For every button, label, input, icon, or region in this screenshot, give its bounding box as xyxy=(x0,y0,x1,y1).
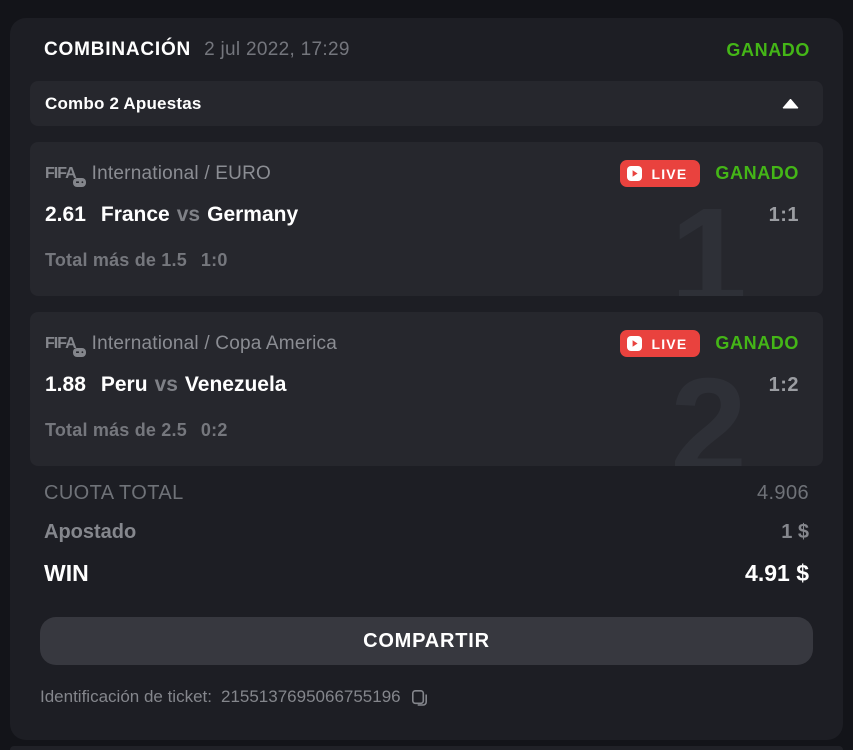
fifa-esports-icon: FIFA xyxy=(45,334,86,357)
win-value: 4.91 $ xyxy=(745,560,809,586)
match-row: 1.88 Peru vs Venezuela 1:2 xyxy=(45,373,799,397)
win-label: WIN xyxy=(44,560,89,586)
league-label: International / EURO xyxy=(91,162,271,184)
combination-ticket-panel: COMBINACIÓN 2 jul 2022, 17:29 GANADO Com… xyxy=(10,18,843,740)
match-score: 1:2 xyxy=(768,373,799,396)
live-badge: LIVE xyxy=(620,160,701,187)
chevron-up-icon[interactable] xyxy=(782,98,799,109)
stake-row: Apostado 1 $ xyxy=(44,521,809,544)
win-row: WIN 4.91 $ xyxy=(44,560,809,587)
total-odds-label: CUOTA TOTAL xyxy=(44,482,184,504)
total-odds-value: 4.906 xyxy=(756,482,809,504)
combo-toggle-bar[interactable]: Combo 2 Apuestas xyxy=(30,81,823,126)
vs-separator: vs xyxy=(176,203,201,226)
away-team: Venezuela xyxy=(184,373,287,396)
copy-icon[interactable] xyxy=(410,688,429,707)
next-ticket-peek xyxy=(10,746,843,750)
ticket-status-badge: GANADO xyxy=(726,39,810,60)
bet-status-badge: GANADO xyxy=(715,333,799,353)
league-row: FIFA International / Copa America LIVE xyxy=(45,329,799,358)
odds-value: 1.88 xyxy=(45,373,86,396)
odds-value: 2.61 xyxy=(45,203,86,226)
live-label: LIVE xyxy=(651,165,688,182)
stake-label: Apostado xyxy=(44,521,137,543)
market-row: Total más de 2.5 0:2 xyxy=(45,420,799,441)
gamepad-icon xyxy=(72,177,86,187)
vs-separator: vs xyxy=(154,373,178,396)
play-icon xyxy=(627,336,643,351)
stake-value: 1 $ xyxy=(781,521,809,543)
market-label: Total más de 1.5 xyxy=(45,250,187,270)
match-score: 1:1 xyxy=(768,203,799,226)
ticket-id-label: Identificación de ticket: xyxy=(40,687,212,706)
bet-index-watermark: 1 xyxy=(670,180,747,296)
ticket-datetime: 2 jul 2022, 17:29 xyxy=(204,39,350,60)
ticket-id-value: 2155137695066755196 xyxy=(220,687,401,706)
live-badge: LIVE xyxy=(620,330,701,357)
market-score: 1:0 xyxy=(200,250,228,270)
market-label: Total más de 2.5 xyxy=(45,420,187,440)
league-label: International / Copa America xyxy=(91,332,338,354)
away-team: Germany xyxy=(207,203,299,226)
combo-label: Combo 2 Apuestas xyxy=(45,93,202,113)
ticket-header: COMBINACIÓN 2 jul 2022, 17:29 GANADO xyxy=(44,37,810,63)
home-team: France xyxy=(100,203,170,226)
fifa-logo-text: FIFA xyxy=(45,164,77,182)
total-odds-row: CUOTA TOTAL 4.906 xyxy=(44,482,809,505)
match-row: 2.61 France vs Germany 1:1 xyxy=(45,203,799,227)
market-row: Total más de 1.5 1:0 xyxy=(45,250,799,271)
ticket-type-title: COMBINACIÓN xyxy=(44,39,192,60)
play-icon xyxy=(627,166,643,181)
fifa-esports-icon: FIFA xyxy=(45,164,86,187)
share-button[interactable]: COMPARTIR xyxy=(40,617,813,665)
bet-status-badge: GANADO xyxy=(715,163,799,183)
home-team: Peru xyxy=(100,373,148,396)
live-label: LIVE xyxy=(651,335,688,352)
bet-card-1[interactable]: FIFA International / EURO LIVE GANADO xyxy=(30,142,823,296)
bet-index-watermark: 2 xyxy=(670,350,747,466)
ticket-id-row: Identificación de ticket: 21551376950667… xyxy=(40,687,813,707)
bet-card-2[interactable]: FIFA International / Copa America LIVE xyxy=(30,312,823,466)
gamepad-icon xyxy=(72,347,86,357)
market-score: 0:2 xyxy=(200,420,228,440)
fifa-logo-text: FIFA xyxy=(45,334,77,352)
league-row: FIFA International / EURO LIVE GANADO xyxy=(45,159,799,188)
